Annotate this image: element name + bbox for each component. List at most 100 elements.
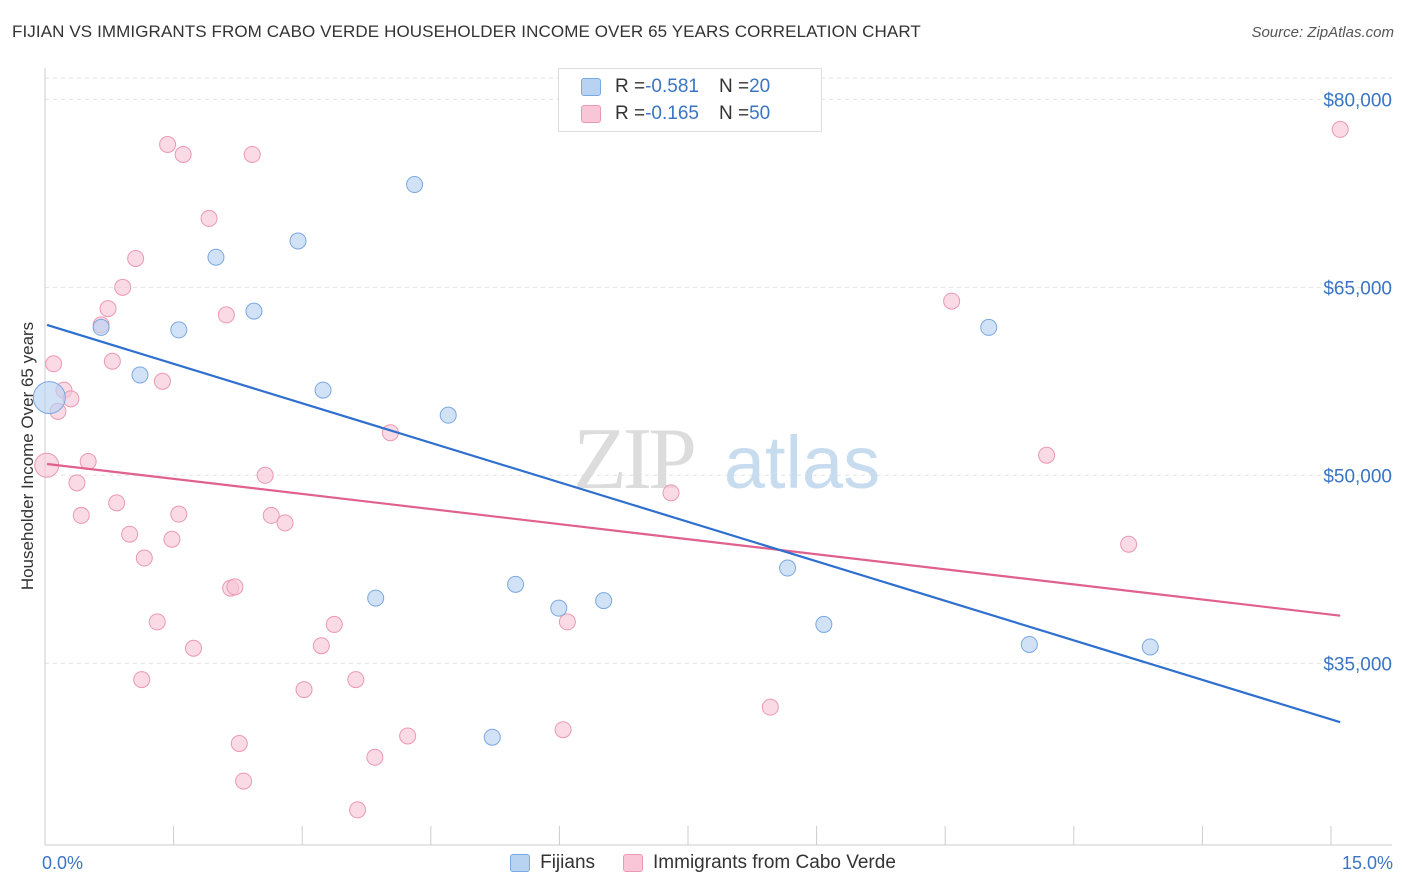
watermark: ZIP atlas <box>573 411 880 508</box>
cabo-verde-point <box>295 681 313 699</box>
fijian-point <box>131 366 149 384</box>
cabo-verde-point <box>127 249 145 267</box>
cabo-verde-point <box>163 530 181 548</box>
fijian-point <box>314 381 332 399</box>
cabo-verde-point <box>226 578 244 596</box>
x-tick-label: 0.0% <box>42 853 83 873</box>
fijian-point <box>595 592 613 610</box>
legend-swatch-cabo <box>581 105 601 123</box>
legend-row-fijians: R = -0.581 N = 20 <box>581 75 770 99</box>
fijian-point <box>1141 638 1159 656</box>
bottom-legend: Fijians Immigrants from Cabo Verde <box>0 852 1406 874</box>
cabo-verde-point <box>45 355 63 373</box>
cabo-verde-point <box>366 748 384 766</box>
cabo-verde-point <box>99 300 117 318</box>
cabo-verde-point <box>159 135 177 153</box>
cabo-verde-point <box>256 466 274 484</box>
y-tick-label: $65,000 <box>1323 278 1392 299</box>
bottom-legend-cabo: Immigrants from Cabo Verde <box>623 852 896 874</box>
legend-n-value-cabo: 50 <box>749 103 771 124</box>
fijian-point <box>980 318 998 336</box>
cabo-verde-point <box>148 613 166 631</box>
cabo-verde-point <box>943 292 961 310</box>
cabo-verde-point <box>200 209 218 227</box>
cabo-verde-point <box>108 494 126 512</box>
cabo-verde-point <box>185 639 203 657</box>
cabo-verde-trend-line <box>46 462 1341 617</box>
legend-row-cabo: R = -0.165 N = 50 <box>581 102 770 126</box>
cabo-verde-point <box>72 506 90 524</box>
cabo-verde-point <box>1120 535 1138 553</box>
bottom-legend-swatch-fijians <box>510 854 531 872</box>
fijian-point <box>170 321 188 339</box>
cabo-verde-point <box>135 549 153 567</box>
cabo-verde-point <box>558 613 576 631</box>
cabo-verde-point <box>312 637 330 655</box>
x-tick-labels: 0.0% 15.0% <box>42 853 1393 873</box>
cabo-verde-point <box>325 615 343 633</box>
fijian-point <box>406 176 424 194</box>
cabo-verde-point <box>114 278 132 296</box>
cabo-verde-point <box>217 306 235 324</box>
legend: R = -0.581 N = 20 R = -0.165 N = 50 <box>558 68 822 132</box>
cabo-verde-point <box>399 727 417 745</box>
cabo-verde-point <box>662 484 680 502</box>
fijian-point <box>92 318 110 336</box>
cabo-verde-point <box>243 145 261 163</box>
legend-swatch-fijians <box>581 78 601 96</box>
y-tick-label: $80,000 <box>1323 90 1392 111</box>
cabo-verde-point <box>103 352 121 370</box>
y-tick-label: $50,000 <box>1323 466 1392 487</box>
legend-r-label-cabo: R = <box>615 103 646 124</box>
fijian-point <box>245 302 263 320</box>
fijian-point <box>779 559 797 577</box>
cabo-verde-point <box>121 525 139 543</box>
legend-n-label-cabo: N = <box>718 103 750 124</box>
bottom-legend-label-cabo: Immigrants from Cabo Verde <box>653 852 896 873</box>
cabo-verde-point <box>761 698 779 716</box>
fijian-point <box>439 406 457 424</box>
cabo-verde-point <box>347 671 365 689</box>
bottom-legend-fijians: Fijians <box>510 852 595 874</box>
y-tick-label: $35,000 <box>1323 654 1392 675</box>
cabo-verde-point <box>262 506 280 524</box>
axes <box>44 68 1392 846</box>
legend-r-value-fijians: -0.581 <box>645 76 699 97</box>
cabo-verde-point <box>235 772 253 790</box>
legend-r-value-cabo: -0.165 <box>645 103 699 124</box>
fijian-point <box>207 248 225 266</box>
chart-title: FIJIAN VS IMMIGRANTS FROM CABO VERDE HOU… <box>12 22 921 41</box>
series-fijians-points <box>32 176 1159 746</box>
grid-lines <box>45 77 1392 664</box>
watermark-atlas: atlas <box>724 421 880 504</box>
cabo-verde-point <box>133 671 151 689</box>
legend-n-label-fijians: N = <box>718 76 750 97</box>
fijian-point <box>1020 635 1038 653</box>
y-axis-label: Householder Income Over 65 years <box>18 322 37 590</box>
bottom-legend-swatch-cabo <box>623 854 644 872</box>
cabo-verde-point <box>230 734 248 752</box>
legend-n-value-fijians: 20 <box>749 76 771 97</box>
cabo-verde-point <box>68 474 86 492</box>
y-tick-labels: $35,000 $50,000 $65,000 $80,000 <box>1323 90 1392 675</box>
trend-lines <box>46 323 1341 724</box>
fijian-point <box>550 599 568 617</box>
cabo-verde-point <box>276 514 294 532</box>
cabo-verde-point <box>153 372 171 390</box>
cabo-verde-point <box>554 721 572 739</box>
fijian-point <box>483 728 501 746</box>
fijian-point <box>815 615 833 633</box>
cabo-verde-point <box>170 505 188 523</box>
fijians-trend-line <box>46 323 1341 724</box>
fijian-point <box>289 232 307 250</box>
cabo-verde-point <box>349 801 367 819</box>
cabo-verde-point <box>1331 120 1349 138</box>
cabo-verde-point <box>174 145 192 163</box>
fijian-point <box>32 381 66 415</box>
bottom-legend-label-fijians: Fijians <box>540 852 596 873</box>
cabo-verde-point <box>1038 446 1056 464</box>
x-tick-label: 15.0% <box>1342 853 1393 873</box>
legend-r-label-fijians: R = <box>615 76 646 97</box>
fijian-point <box>507 575 525 593</box>
